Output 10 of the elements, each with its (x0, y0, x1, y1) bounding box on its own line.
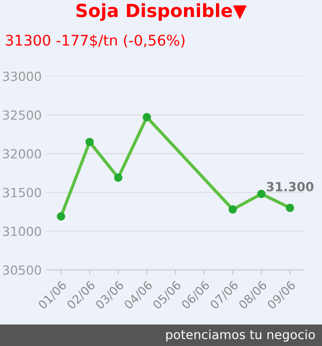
chart-subtitle: 31300 -177$/tn (-0,56%) (6, 34, 184, 48)
y-tick-label: 32000 (3, 149, 41, 159)
data-label: 31.300 (266, 182, 314, 192)
y-tick-label: 33000 (3, 72, 41, 82)
y-tick-label: 30500 (3, 265, 41, 275)
y-tick-label: 31500 (3, 188, 41, 198)
y-tick-label: 32500 (3, 110, 41, 120)
chart-title: Soja Disponible▼ (76, 3, 247, 21)
y-tick-label: 31000 (3, 226, 41, 236)
text: potenciamos tu negocio (166, 330, 315, 342)
